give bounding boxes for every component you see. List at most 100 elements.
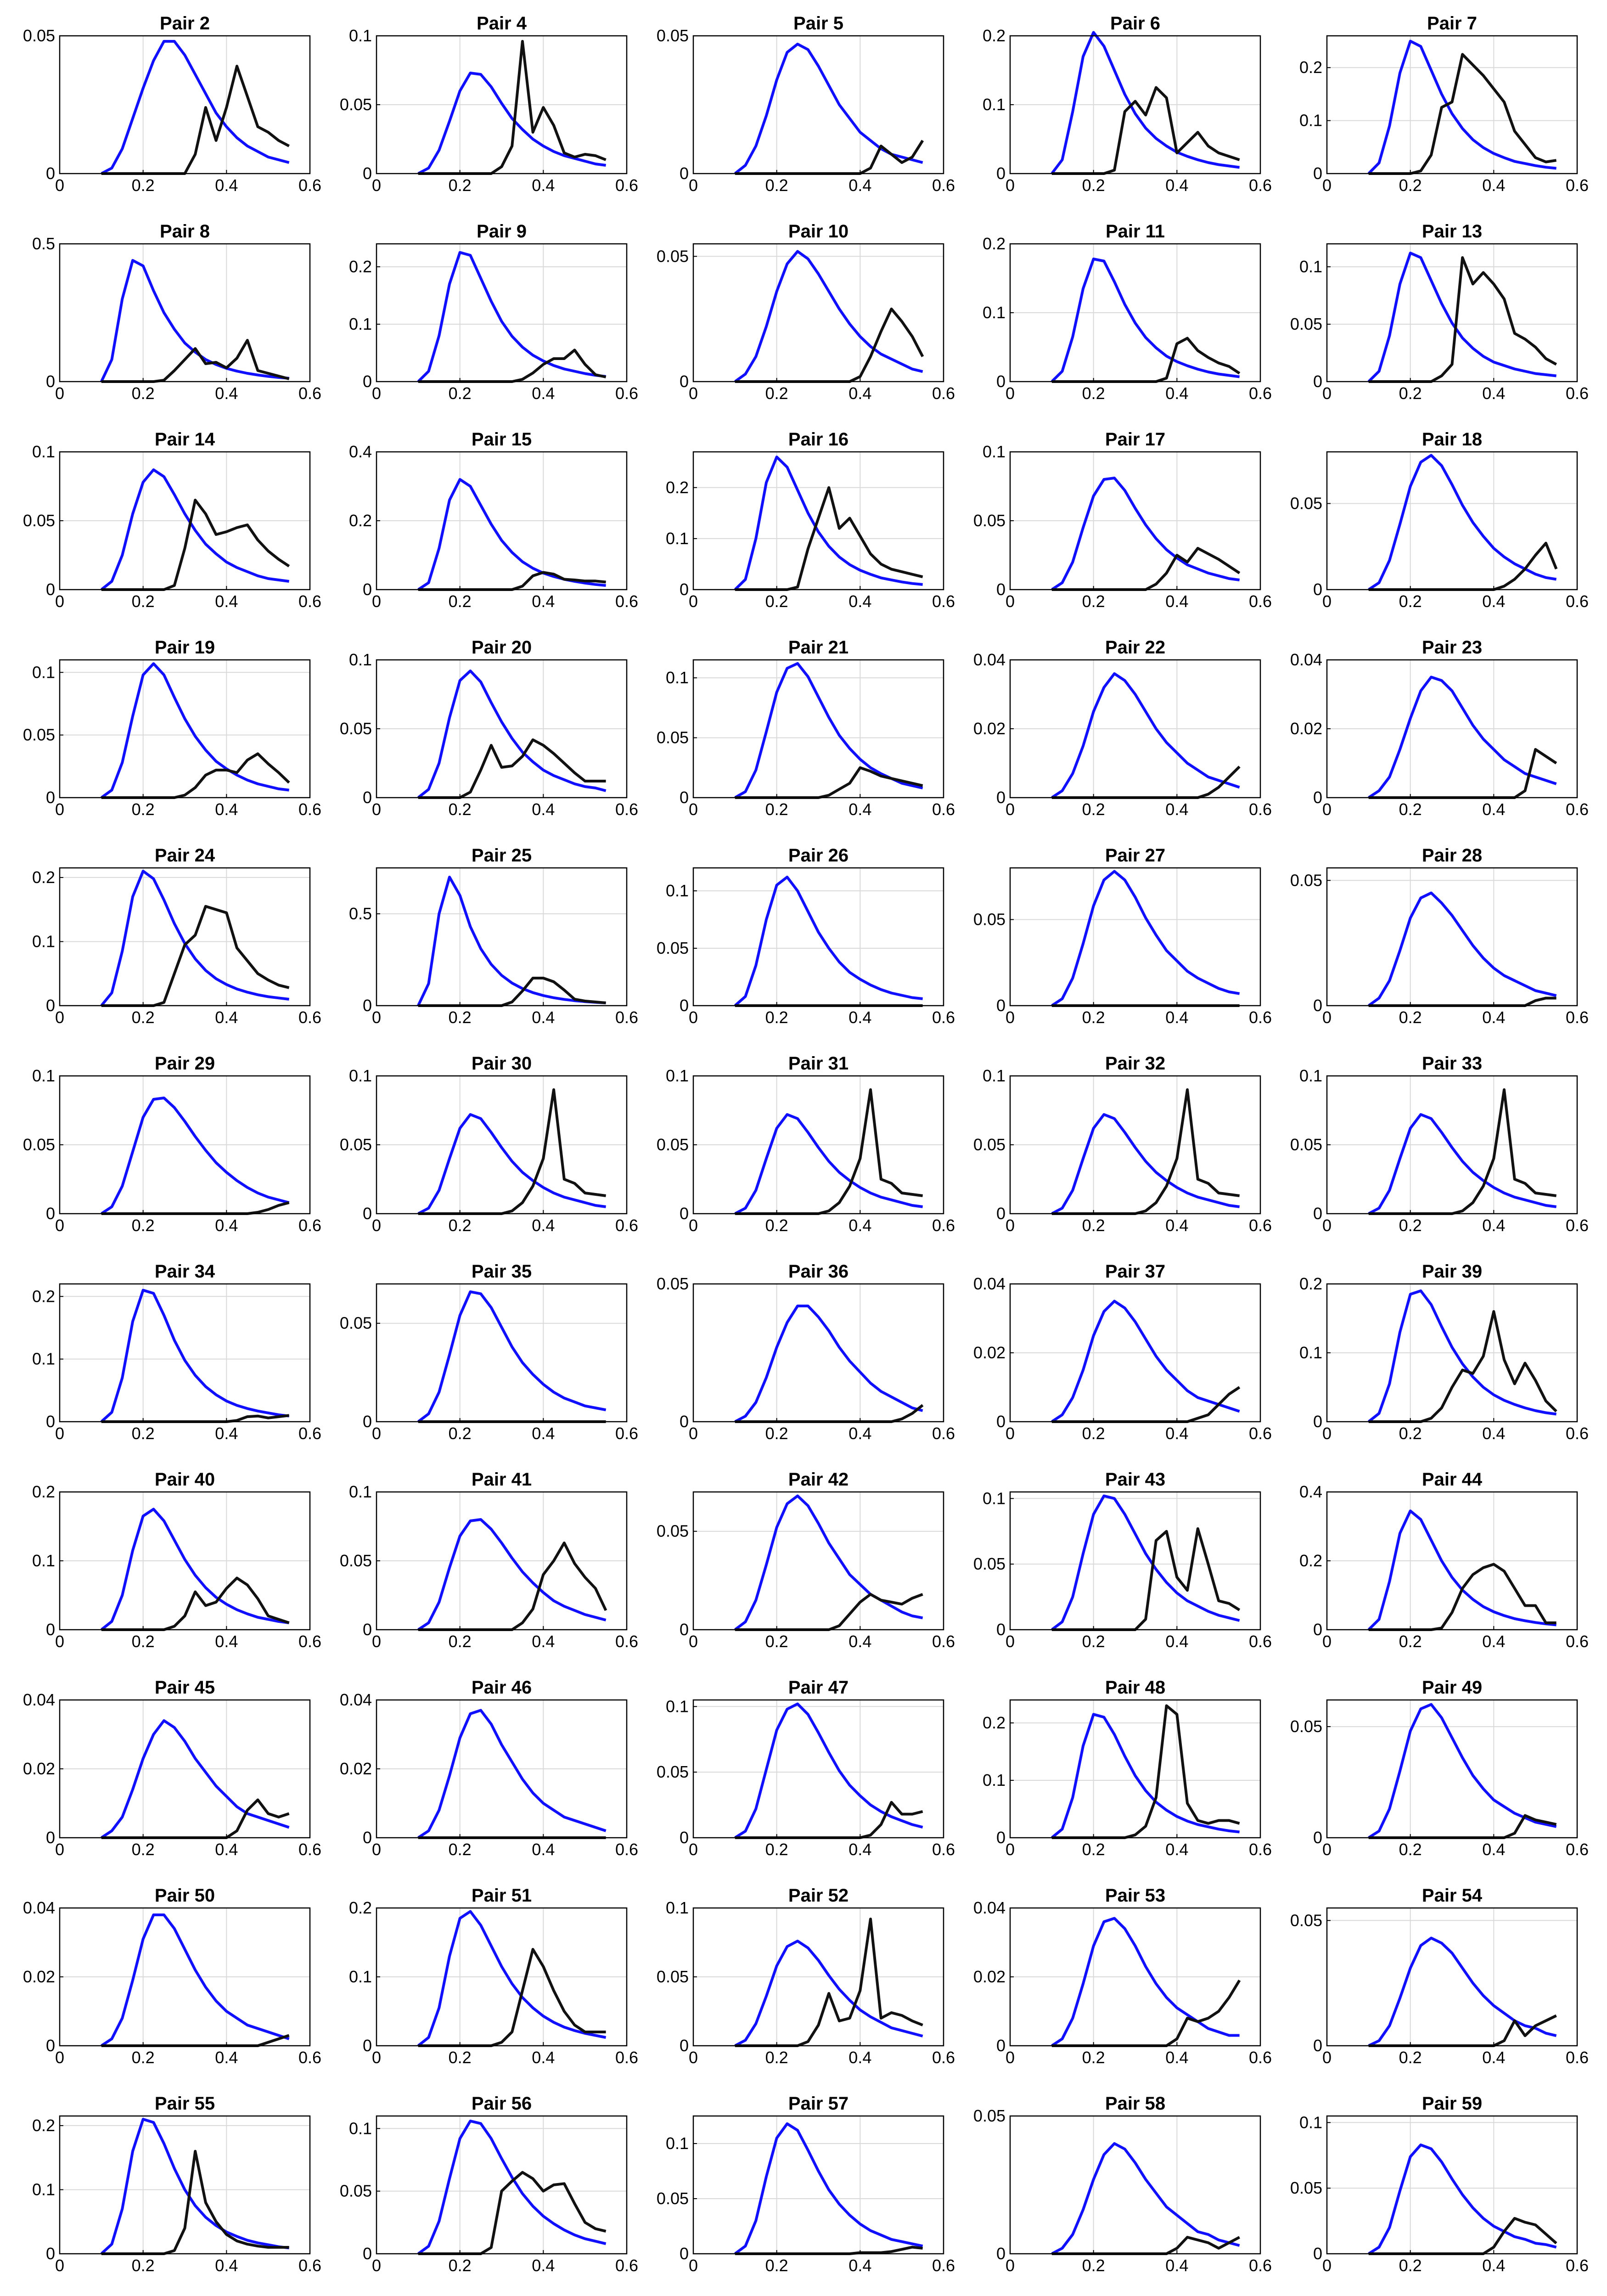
x-tick-label: 0.6 (298, 1632, 321, 1651)
y-tick-label: 0.04 (973, 1274, 1006, 1293)
panel-title: Pair 26 (788, 845, 848, 866)
y-tick-label: 0.1 (666, 668, 689, 687)
chart-panel: Pair 53 0 0.2 0.4 0.6 0 0.02 0.04 (973, 1885, 1272, 2067)
plot-area (60, 36, 310, 174)
y-tick-label: 0.1 (349, 1066, 372, 1085)
panel-title: Pair 8 (160, 221, 210, 242)
plot-frame (1326, 1907, 1578, 2047)
x-tick-label: 0.2 (765, 384, 788, 403)
plot-frame (1326, 1699, 1578, 1839)
x-tick-label: 0.4 (215, 1632, 238, 1651)
x-tick-label: 0.6 (932, 1424, 955, 1443)
x-tick-label: 0.4 (1165, 800, 1188, 819)
y-tick-label: 0.2 (349, 257, 372, 276)
y-tick-label: 0.1 (349, 315, 372, 333)
chart-panel: Pair 28 0 0.2 0.4 0.6 0 0.05 (1290, 845, 1589, 1027)
y-tick-label: 0.1 (32, 1551, 55, 1570)
model-curve (417, 1290, 607, 1423)
y-tick-label: 0.1 (666, 1697, 689, 1716)
x-tick-label: 0.2 (449, 592, 472, 611)
y-tick-label: 0.1 (32, 663, 55, 681)
x-tick-label: 0.4 (1165, 2048, 1188, 2067)
plot-frame (376, 867, 628, 1007)
x-tick-label: 0.6 (1249, 176, 1272, 195)
x-tick-label: 0.2 (132, 1632, 155, 1651)
x-tick-label: 0.2 (1082, 592, 1105, 611)
x-tick-label: 0.6 (1566, 2256, 1589, 2275)
x-tick-label: 0 (1322, 2256, 1332, 2275)
x-tick-label: 0.4 (215, 2256, 238, 2275)
panel-title: Pair 6 (1110, 13, 1160, 34)
x-tick-label: 0 (372, 592, 381, 611)
panel-title: Pair 36 (788, 1261, 848, 1282)
x-tick-label: 0.6 (932, 592, 955, 611)
plot-area (376, 2116, 627, 2254)
x-tick-label: 0.6 (615, 1840, 638, 1859)
x-tick-label: 0.4 (1482, 176, 1505, 195)
y-tick-label: 0 (996, 1204, 1006, 1223)
y-tick-label: 0.1 (983, 1489, 1006, 1508)
x-tick-label: 0.4 (215, 384, 238, 403)
y-tick-label: 0 (680, 788, 689, 807)
y-tick-label: 0.02 (973, 719, 1006, 738)
y-tick-label: 0.1 (1299, 111, 1322, 130)
y-tick-label: 0.04 (973, 650, 1006, 669)
x-tick-label: 0 (1006, 1216, 1015, 1235)
y-tick-label: 0 (680, 1828, 689, 1847)
x-tick-label: 0 (689, 1424, 698, 1443)
x-tick-label: 0 (1006, 2048, 1015, 2067)
x-tick-label: 0.4 (848, 800, 871, 819)
y-tick-label: 0.05 (1290, 315, 1322, 333)
model-curve (1051, 1494, 1240, 1631)
chart-panel: Pair 18 0 0.2 0.4 0.6 0 0.05 (1290, 429, 1589, 611)
y-tick-label: 0 (680, 1620, 689, 1639)
plot-area (1327, 36, 1577, 174)
model-curve (1051, 1300, 1240, 1423)
plot-area (376, 868, 627, 1006)
y-tick-label: 0 (46, 2244, 55, 2263)
x-tick-label: 0.6 (1249, 1216, 1272, 1235)
x-tick-label: 0.6 (932, 1008, 955, 1027)
y-tick-label: 0 (996, 788, 1006, 807)
x-tick-label: 0 (55, 1840, 64, 1859)
chart-panel: Pair 13 0 0.2 0.4 0.6 0 0.05 0.1 (1290, 221, 1589, 403)
x-tick-label: 0.6 (615, 1424, 638, 1443)
x-tick-label: 0.6 (1566, 592, 1589, 611)
model-curve (734, 456, 923, 591)
x-tick-label: 0.2 (1399, 2048, 1422, 2067)
y-tick-label: 0.1 (983, 442, 1006, 461)
y-tick-label: 0 (680, 996, 689, 1015)
x-tick-label: 0 (55, 384, 64, 403)
x-tick-label: 0.2 (449, 1424, 472, 1443)
plot-frame (692, 2115, 944, 2255)
plot-frame (1009, 1699, 1261, 1839)
x-tick-label: 0 (1322, 800, 1332, 819)
x-tick-label: 0.6 (298, 1216, 321, 1235)
y-tick-label: 0 (1313, 372, 1322, 391)
x-tick-label: 0 (1322, 1424, 1332, 1443)
y-tick-label: 0 (996, 372, 1006, 391)
x-tick-label: 0 (55, 1424, 64, 1443)
plot-area (693, 244, 944, 382)
x-tick-label: 0.4 (1165, 592, 1188, 611)
y-tick-label: 0.05 (657, 247, 689, 265)
chart-panel: Pair 14 0 0.2 0.4 0.6 0 0.05 0.1 (23, 429, 321, 611)
plot-area (693, 1700, 944, 1838)
x-tick-label: 0.2 (1082, 1424, 1105, 1443)
model-curve (734, 1113, 923, 1215)
plot-frame (1009, 1491, 1261, 1631)
model-curve (100, 1289, 289, 1423)
x-tick-label: 0 (55, 1008, 64, 1027)
y-tick-label: 0.05 (1290, 871, 1322, 889)
x-tick-label: 0.6 (298, 1008, 321, 1027)
y-tick-label: 0 (363, 580, 372, 599)
x-tick-label: 0 (1322, 1008, 1332, 1027)
x-tick-label: 0.4 (848, 1424, 871, 1443)
panel-title: Pair 21 (788, 637, 848, 658)
y-tick-label: 0.1 (349, 1967, 372, 1986)
chart-panel: Pair 21 0 0.2 0.4 0.6 0 0.05 0.1 (657, 637, 955, 819)
plot-frame (59, 1283, 311, 1423)
panel-title: Pair 18 (1422, 429, 1482, 450)
y-tick-label: 0 (46, 1204, 55, 1223)
x-tick-label: 0.6 (932, 1216, 955, 1235)
